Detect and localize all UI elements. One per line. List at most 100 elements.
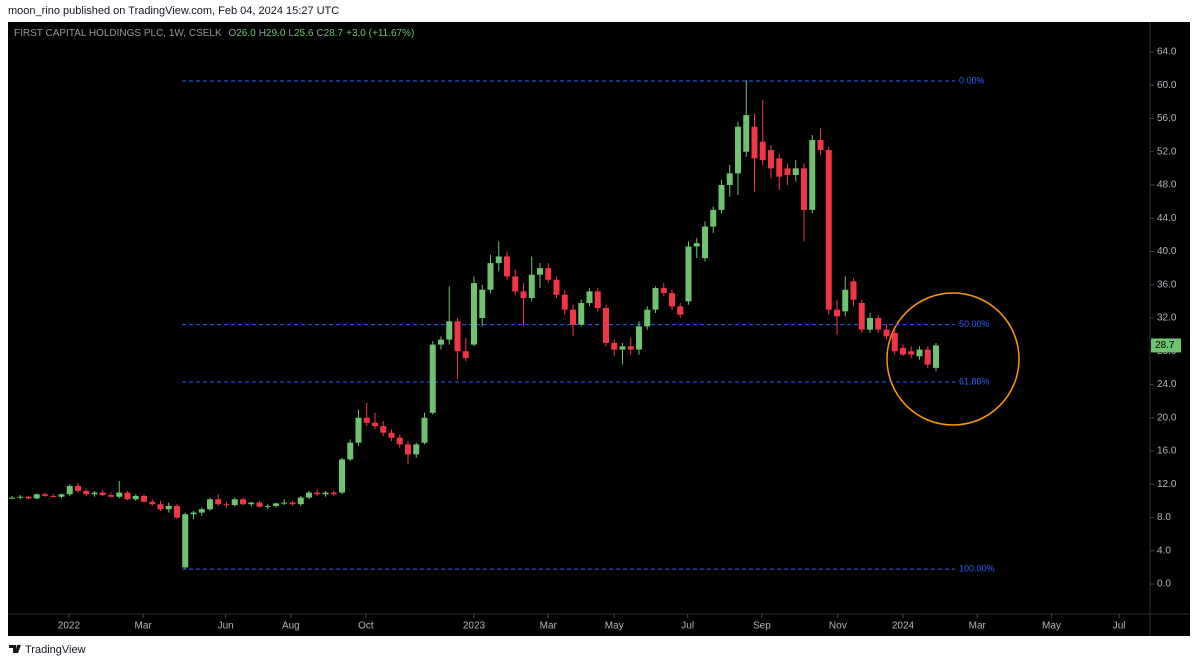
x-tick-label: Jul [681,621,694,632]
publish-header: moon_rino published on TradingView.com, … [8,5,339,17]
candle-body [636,326,642,350]
candle-body [850,281,857,300]
candle-body [42,494,48,496]
candle-body [248,502,255,505]
candle-body [132,495,139,500]
y-tick-label: 20.0 [1157,412,1177,423]
y-tick-label: 60.0 [1157,80,1177,91]
y-tick-label: 0.0 [1157,579,1171,590]
x-tick-label: May [1042,621,1061,632]
candle-body [553,279,560,295]
x-tick-label: Jul [1113,621,1126,632]
candle-body [867,318,873,330]
candle-body [545,268,552,280]
y-tick-label: 12.0 [1157,479,1177,490]
fib-level-label: 61.80% [959,376,990,386]
x-tick-label: Aug [282,621,300,632]
legend-value: 28.7 [324,28,344,39]
candle-body [380,426,387,433]
highlight-circle [886,292,1020,426]
candle-body [25,496,32,499]
y-tick-label: 24.0 [1157,379,1177,390]
candle-body [776,158,783,177]
last-price-box [1151,338,1181,353]
legend: FIRST CAPITAL HOLDINGS PLC, 1W, CSELK O2… [14,28,414,39]
legend-values: O26.0 H29.0 L25.6 C28.7 +3.0 (+11.67%) [228,28,414,39]
y-tick-label: 8.0 [1157,512,1171,523]
candle-body [883,329,890,337]
candle-body [363,417,370,423]
x-tick-label: 2024 [892,621,915,632]
candle-body [198,509,205,513]
candle-body [429,344,436,413]
x-tick-label: Jun [218,621,234,632]
candle-body [157,504,164,510]
candle-body [108,495,114,497]
candle-body [512,276,519,292]
candle-body [594,291,601,309]
candle-body [396,437,403,445]
candle-body [174,505,180,518]
candle-body [99,492,106,496]
candle-body [462,351,469,358]
x-tick-label: Mar [540,621,558,632]
candle-body [726,173,733,185]
candle-body [669,293,675,307]
candle-body [182,514,189,568]
candle-body [322,492,329,495]
candle-body [190,512,197,515]
y-tick-label: 40.0 [1157,246,1177,257]
candle-body [817,140,824,151]
candle-body [528,274,535,299]
candle-body [413,444,420,455]
x-tick-label: Sep [753,621,771,632]
candle-body [858,303,865,330]
x-tick-label: Mar [969,621,987,632]
chart-background [8,22,1190,636]
candle-body [792,168,799,175]
candle-body [759,141,766,161]
candle-body [231,499,238,506]
candle-body [561,294,568,310]
candle-body [784,168,791,175]
candle-body [256,502,263,507]
candle-body [825,150,832,310]
candle-body [900,347,906,355]
fib-level-label: 0.00% [959,75,985,85]
candle-body [834,309,840,317]
legend-key: H [259,28,266,39]
candle-body [330,492,337,495]
candle-body [570,309,576,325]
candle-body [9,497,15,499]
candle-body [207,499,213,510]
candle-body [693,243,700,247]
candle-body [916,349,923,357]
x-tick-label: Nov [829,621,847,632]
fib-level-label: 100.00% [959,563,995,573]
candle-body [165,505,172,510]
candle-body [611,342,618,350]
candle-body [487,263,494,290]
candle-body [273,503,279,506]
candle-body [619,346,626,350]
candle-body [537,268,543,275]
legend-value: 25.6 [294,28,314,39]
legend-value: 26.0 [236,28,256,39]
last-price-label: 28.7 [1155,340,1175,351]
candle-body [718,184,725,210]
candle-body [677,306,684,315]
candle-body [652,288,659,310]
candle-body [339,459,345,493]
legend-change: +3.0 (+11.67%) [346,28,414,39]
y-tick-label: 64.0 [1157,47,1177,58]
y-tick-label: 16.0 [1157,446,1177,457]
candle-body [520,291,527,299]
candle-body [809,140,816,210]
candle-body [405,444,411,455]
candle-body [75,485,81,491]
candle-body [124,492,131,500]
candle-body [438,339,444,345]
candle-body [33,494,40,499]
candle-body [471,283,477,345]
footer-brand: TradingView [25,644,86,656]
